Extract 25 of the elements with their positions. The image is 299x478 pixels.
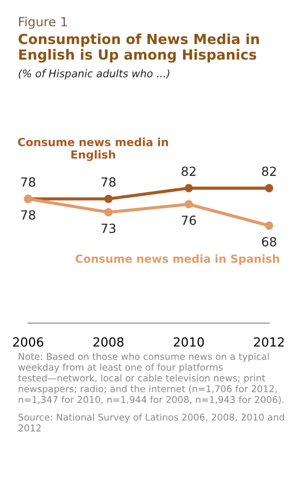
text: Consume news media in English [18, 138, 168, 161]
point [104, 194, 113, 204]
point [184, 200, 193, 208]
data-label: 78 [102, 177, 116, 187]
data-label: 68 [262, 236, 276, 246]
data-label: 78 [21, 177, 36, 187]
source-note: Source: National Survey of Latinos 2006, 2008, 2010 and 2012 [18, 413, 284, 432]
x-tick-label: 2008 [93, 337, 124, 347]
data-label: 76 [182, 216, 196, 226]
data-label: 78 [21, 210, 36, 220]
point [104, 208, 113, 216]
x-tick-label: 2010 [174, 337, 204, 347]
text: Note: Based on those who consume news on a typical weekday from at least one of four platforms tested—network, local or cable television news; print newspapers; radio; and the internet (n=1,706 for 2012, n=1,347 for 2010, n=1,944 for 2008, n=1,943 for 2006). [18, 352, 284, 404]
x-tick-label: 2006 [13, 337, 44, 347]
point [264, 221, 274, 230]
data-label: 82 [182, 166, 196, 176]
data-label: 82 [262, 166, 276, 176]
x-tick-label: 2012 [254, 337, 284, 347]
point [184, 184, 193, 192]
point [264, 184, 274, 192]
data-label: 73 [102, 224, 116, 234]
chart-subtitle: (% of Hispanic adults who ...) [18, 69, 170, 80]
chart-title: Consumption of News Media in English is Up among Hispanics [18, 33, 259, 63]
text: Consume news media in Spanish [76, 254, 280, 266]
caption: Figure 1 [19, 16, 67, 29]
